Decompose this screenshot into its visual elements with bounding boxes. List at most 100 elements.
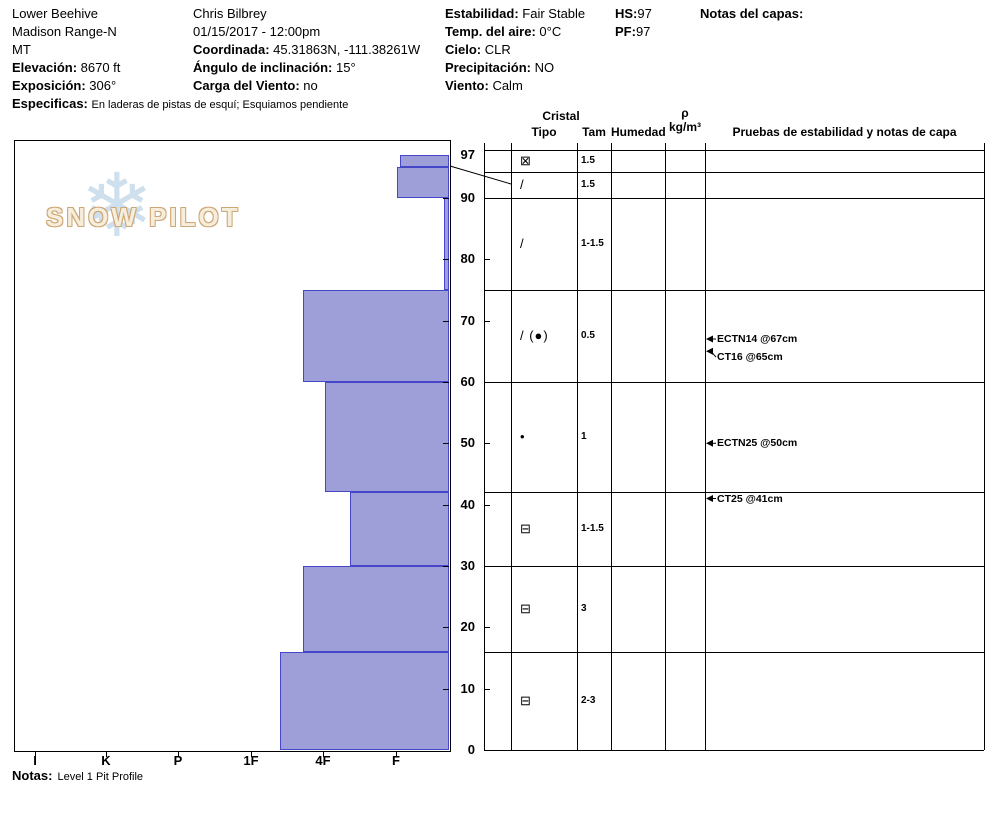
depth-label-70: 70 (460, 312, 475, 328)
surface-layer-pointer-line (449, 165, 512, 185)
header-text: Viento: (445, 78, 493, 93)
table-header-humedad: Humedad (611, 125, 666, 139)
header-text: 45.31863N, -111.38261W (273, 42, 421, 57)
table-col-line (577, 143, 578, 750)
header-text: CLR (484, 42, 511, 57)
hardness-label-K: K (101, 753, 111, 768)
depth-tick-chart (443, 197, 449, 199)
test-leader-line (710, 350, 717, 358)
table-row-line (484, 197, 984, 199)
grain-type-cell: ⊟ (520, 600, 532, 616)
grain-size-cell: 2-3 (581, 694, 596, 706)
depth-label-60: 60 (460, 373, 475, 389)
header-line: Carga del Viento: no (193, 77, 420, 95)
depth-tick-chart (443, 565, 449, 567)
header-line: Notas del capas: (700, 5, 803, 23)
table-row-line (484, 651, 984, 653)
depth-tick-chart (443, 381, 449, 383)
hardness-bar-layer-0 (400, 155, 449, 168)
grain-size-cell: 1-1.5 (581, 523, 604, 535)
snowpilot-logo-text: SNOW PILOT (46, 202, 241, 232)
table-row-line (484, 172, 984, 173)
header-text: Elevación: (12, 60, 81, 75)
depth-label-30: 30 (460, 557, 475, 573)
grain-type-cell: / (520, 176, 525, 192)
header-text: En laderas de pistas de esquí; Esquiamos… (91, 99, 349, 111)
hardness-label-P: P (173, 753, 183, 768)
test-leader-arrowhead-icon (706, 335, 713, 343)
header-line: Coordinada: 45.31863N, -111.38261W (193, 41, 420, 59)
header-line: Elevación: 8670 ft (12, 59, 348, 77)
header-text: Ángulo de inclinación: (193, 60, 336, 75)
header-text: Calm (492, 78, 523, 93)
header-text: Especificas: (12, 96, 92, 111)
table-header-pruebas: Pruebas de estabilidad y notas de capa (732, 125, 957, 139)
table-header-tipo: Tipo (531, 125, 557, 139)
depth-tick-table (484, 320, 490, 322)
grain-size-cell: 1.5 (581, 155, 595, 166)
header-text: no (303, 78, 318, 93)
hardness-label-4F: 4F (315, 753, 331, 768)
stability-test-label: ECTN25 @50cm (717, 437, 798, 450)
grain-type-cell: / (520, 235, 525, 251)
hardness-label-1F: 1F (243, 753, 259, 768)
header-line: Madison Range-N (12, 23, 348, 41)
header-line: Estabilidad: Fair Stable (445, 5, 585, 23)
header-text: Exposición: (12, 78, 90, 93)
table-row-line (484, 289, 984, 291)
header-text: PF: (615, 24, 636, 39)
depth-label-50: 50 (460, 435, 475, 451)
header-text: Carga del Viento: (193, 78, 304, 93)
stability-test-label: ECTN14 @67cm (717, 333, 798, 346)
hardness-tick (35, 751, 36, 757)
table-row-line (484, 381, 984, 383)
hardness-tick (323, 751, 324, 757)
header-text: 97 (635, 24, 651, 39)
header-text: 97 (637, 6, 652, 21)
header-text: Temp. del aire: (445, 24, 540, 39)
header-col-conditions: Estabilidad: Fair Stable Temp. del aire: … (445, 5, 585, 95)
depth-label-90: 90 (460, 189, 475, 205)
header-line: Cielo: CLR (445, 41, 585, 59)
hardness-bar-layer-2 (444, 197, 449, 290)
depth-tick-table (484, 443, 490, 445)
depth-tick-chart (443, 320, 449, 322)
depth-tick-chart (443, 443, 449, 445)
table-col-line (984, 143, 985, 750)
depth-label-20: 20 (460, 619, 475, 635)
footer-notes-label: Notas: (12, 768, 53, 783)
table-header-density-unit: kg/m³ (668, 120, 701, 134)
test-leader-arrowhead-icon (706, 439, 713, 447)
table-col-line (705, 143, 706, 750)
hardness-bar-layer-1 (397, 167, 449, 198)
header-text: 8670 ft (80, 60, 121, 75)
table-col-line (484, 143, 485, 750)
header-line: PF:97 (615, 23, 652, 41)
table-header-cristal: Cristal (542, 109, 580, 123)
hardness-bar-layer-5 (350, 492, 449, 566)
header-text: Notas del capas: (700, 6, 804, 21)
grain-size-cell: 1 (581, 431, 587, 443)
footer-notes: Notas: Level 1 Pit Profile (12, 767, 143, 785)
table-row-line (484, 492, 984, 494)
grain-size-cell: 3 (581, 602, 587, 614)
hardness-bar-layer-4 (325, 381, 449, 493)
snowflake-icon: ❄ (80, 156, 154, 255)
footer-notes-value: Level 1 Pit Profile (57, 771, 144, 783)
depth-label-40: 40 (460, 496, 475, 512)
header-line: Especificas: En laderas de pistas de esq… (12, 95, 348, 114)
hardness-tick (178, 751, 179, 757)
header-col-layer-notes: Notas del capas: (700, 5, 803, 23)
header-text: HS: (615, 6, 638, 21)
header-line: Exposición: 306° (12, 77, 348, 95)
grain-size-cell: 1-1.5 (581, 237, 604, 249)
table-col-line (511, 143, 512, 750)
grain-type-cell: • (520, 429, 526, 445)
header-col-observer: Chris Bilbrey 01/15/2017 - 12:00pm Coordin… (193, 5, 420, 95)
header-line: 01/15/2017 - 12:00pm (193, 23, 420, 41)
grain-type-cell: ⊠ (520, 153, 532, 168)
hardness-label-F: F (392, 753, 400, 768)
header-text: Lower Beehive (12, 6, 98, 21)
table-row-line (484, 750, 984, 751)
